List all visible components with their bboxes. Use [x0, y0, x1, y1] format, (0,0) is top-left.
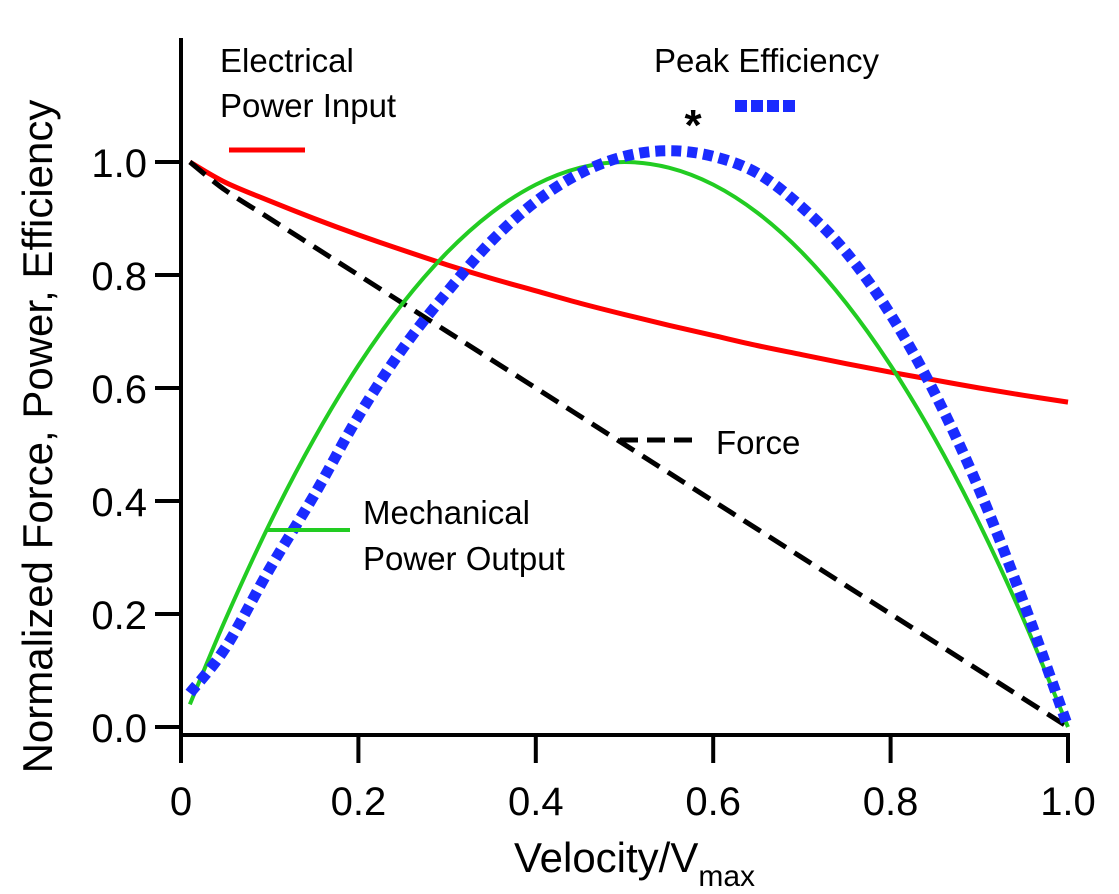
legend-electrical: Electrical Power Input: [220, 42, 396, 153]
x-tick-label: 0.4: [508, 780, 564, 824]
x-ticks: 0 0.2 0.4 0.6 0.8 1.0: [170, 735, 1096, 824]
legend-electrical-line2: Power Input: [220, 87, 396, 124]
y-tick-label: 1.0: [91, 142, 147, 186]
y-axis-label: Normalized Force, Power, Efficiency: [14, 100, 61, 774]
x-tick-label: 0.6: [685, 780, 741, 824]
legend-mechanical-line2: Power Output: [363, 540, 565, 577]
x-tick-label: 0.2: [331, 780, 387, 824]
x-tick-label: 1.0: [1040, 780, 1096, 824]
x-tick-label: 0: [170, 780, 192, 824]
legend-mechanical: Mechanical Power Output: [266, 494, 565, 577]
x-tick-label: 0.8: [863, 780, 919, 824]
legend-peak-efficiency: Peak Efficiency *: [654, 42, 880, 150]
legend-mechanical-line1: Mechanical: [363, 494, 530, 531]
legend-force: Force: [620, 424, 800, 461]
y-tick-label: 0.4: [91, 481, 147, 525]
force-line: [188, 160, 1070, 730]
mechanical-power-output-line: [188, 159, 1070, 728]
peak-efficiency-line: [185, 145, 1074, 729]
y-tick-label: 0.0: [91, 707, 147, 751]
x-axis-label: Velocity/Vmax: [514, 834, 755, 893]
peak-efficiency-marker: *: [684, 101, 702, 150]
y-tick-label: 0.8: [91, 255, 147, 299]
y-tick-label: 0.6: [91, 368, 147, 412]
legend-electrical-line1: Electrical: [220, 42, 354, 79]
curves-layer: [185, 145, 1074, 730]
legend-peak-efficiency-label: Peak Efficiency: [654, 42, 880, 79]
x-axis-label-subscript: max: [698, 860, 755, 893]
x-axis-label-main: Velocity/V: [514, 834, 698, 881]
legend-force-label: Force: [716, 424, 800, 461]
electrical-power-input-line: [188, 159, 1069, 405]
y-ticks: 0.0 0.2 0.4 0.6 0.8 1.0: [91, 142, 181, 751]
y-tick-label: 0.2: [91, 594, 147, 638]
